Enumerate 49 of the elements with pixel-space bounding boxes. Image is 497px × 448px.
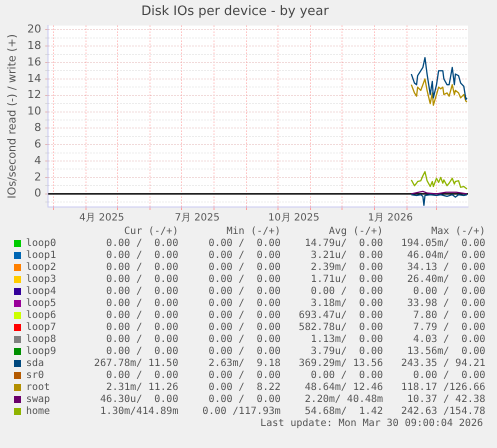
y-tick-label: 16	[27, 55, 42, 68]
text: 0.00 / 0.00 0.00 / 0.00 14.79u/ 0.00 194.05m/ 0.00	[105, 238, 486, 250]
y-tick-label: 2	[34, 170, 42, 184]
legend-label: sr0	[26, 370, 44, 382]
x-tick-label: 10月 2025	[268, 212, 320, 224]
y-tick-label: 10	[27, 104, 42, 118]
text: 0.00 / 0.00 0.00 / 0.00 3.18m/ 0.00 33.98 / 0.00	[105, 298, 486, 310]
y-tick-label: 4	[34, 154, 42, 167]
text: 2.31m/ 11.26 0.00 / 8.22 48.64m/ 12.46 118.17 /126.66	[105, 382, 486, 394]
text: 46.30u/ 0.00 0.00 / 0.00 2.20m/ 40.48m 10.37 / 42.38	[99, 394, 486, 406]
text: 0.00 / 0.00 0.00 / 0.00 3.79u/ 0.00 13.56m/ 0.00	[105, 346, 486, 358]
text: Cur (-/+) Min (-/+) Avg (-/+) Max (-/+)	[123, 226, 486, 238]
text: 267.78m/ 11.50 2.63m/ 9.18 369.29m/ 13.56 243.35 / 94.21	[93, 358, 486, 370]
legend-label: loop6	[26, 310, 56, 322]
legend-label: loop4	[26, 286, 56, 298]
y-tick-label: 6	[34, 137, 42, 150]
chart-title: Disk IOs per device - by year	[141, 4, 330, 20]
x-tick-label: 4月 2025	[79, 212, 124, 224]
legend-label: loop9	[26, 346, 56, 358]
legend-label: loop3	[26, 274, 56, 286]
legend-label: loop7	[26, 322, 56, 334]
legend-label: swap	[26, 394, 50, 406]
legend-label: loop8	[26, 334, 56, 346]
x-tick-label: 7月 2025	[174, 212, 220, 224]
text: 0.00 / 0.00 0.00 / 0.00 0.00 / 0.00 0.00 / 0.00	[105, 370, 486, 382]
text: Last update: Mon Mar 30 09:00:04 2026	[260, 418, 483, 430]
text: 0.00 / 0.00 0.00 / 0.00 2.39m/ 0.00 34.13 / 0.00	[105, 262, 486, 274]
legend-label: loop5	[26, 298, 56, 310]
y-tick-label: 0	[34, 186, 42, 200]
y-tick-label: 14	[27, 72, 42, 85]
y-tick-label: 8	[34, 121, 42, 134]
x-tick-label: 1月 2026	[368, 212, 413, 224]
legend-label: root	[26, 382, 50, 394]
text: 0.00 / 0.00 0.00 / 0.00 693.47u/ 0.00 7.80 / 0.00	[105, 310, 486, 322]
y-tick-label: 18	[27, 38, 42, 52]
legend-label: loop2	[26, 262, 56, 274]
y-axis-title: IOs/second read (-) / write (+)	[5, 34, 18, 199]
text: 0.00 / 0.00 0.00 / 0.00 582.78u/ 0.00 7.79 / 0.00	[105, 322, 486, 334]
text: 1.30m/414.89m 0.00 /117.93m 54.68m/ 1.42 242.63 /154.78	[99, 406, 486, 418]
legend-label: home	[26, 406, 50, 418]
y-tick-label: 20	[27, 22, 42, 36]
y-tick-label: 12	[27, 88, 42, 102]
legend-label: loop1	[26, 250, 56, 262]
legend-label: sda	[26, 358, 44, 370]
text: 0.00 / 0.00 0.00 / 0.00 1.13m/ 0.00 4.03 / 0.00	[105, 334, 486, 346]
text: 0.00 / 0.00 0.00 / 0.00 0.00 / 0.00 0.00 / 0.00	[105, 286, 486, 298]
legend-label: loop0	[26, 238, 56, 250]
text: 0.00 / 0.00 0.00 / 0.00 1.71u/ 0.00 26.40m/ 0.00	[105, 274, 486, 286]
text: 0.00 / 0.00 0.00 / 0.00 3.21u/ 0.00 46.04m/ 0.00	[105, 250, 486, 262]
